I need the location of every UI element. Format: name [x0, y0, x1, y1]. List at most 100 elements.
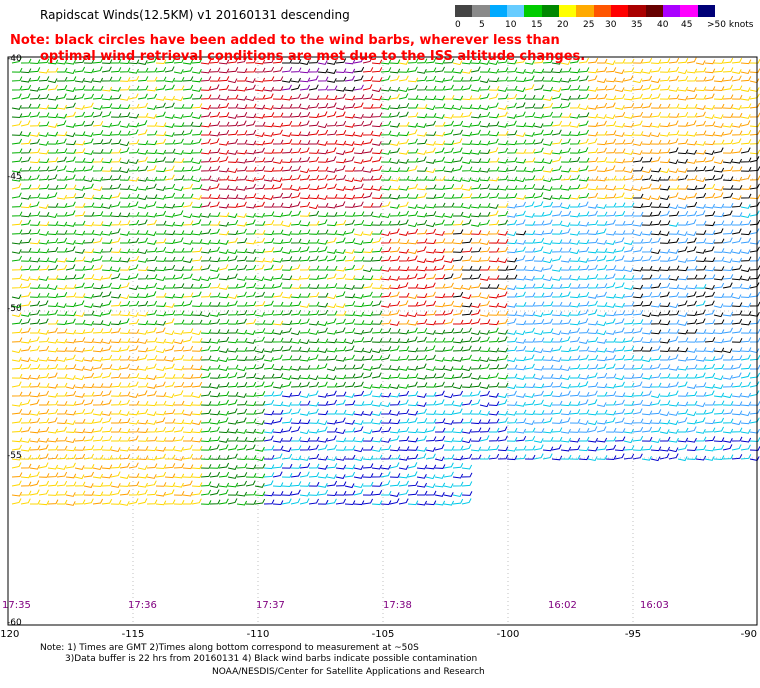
wind-barb — [623, 168, 634, 174]
wind-barb — [731, 427, 743, 433]
wind-barb — [290, 165, 301, 172]
wind-barb — [182, 76, 194, 82]
wind-barb — [119, 462, 130, 469]
wind-barb — [731, 444, 742, 451]
wind-barb — [344, 103, 356, 109]
wind-barb — [326, 480, 338, 487]
wind-barb — [371, 419, 383, 425]
wind-barb — [335, 86, 346, 92]
wind-barb — [686, 328, 698, 334]
wind-barb — [551, 93, 562, 100]
wind-barb — [749, 328, 760, 334]
wind-barb — [263, 247, 275, 253]
wind-barb — [749, 456, 760, 461]
wind-barb — [434, 399, 445, 406]
wind-barb — [227, 319, 239, 325]
wind-barb — [524, 148, 536, 154]
wind-barb — [749, 228, 760, 235]
wind-barb — [686, 426, 697, 433]
wind-barb — [209, 120, 221, 127]
wind-barb — [317, 283, 329, 289]
wind-barb — [551, 239, 563, 245]
wind-barb — [380, 319, 392, 325]
wind-barb — [749, 112, 760, 118]
wind-barb — [263, 264, 274, 271]
wind-barb — [398, 60, 409, 65]
wind-barb — [677, 373, 689, 379]
wind-barb — [245, 310, 257, 316]
wind-barb — [677, 184, 689, 190]
wind-barb — [317, 483, 328, 488]
wind-barb — [173, 400, 185, 406]
wind-barb — [461, 354, 472, 361]
wind-barb — [497, 310, 509, 316]
wind-barb — [119, 382, 131, 388]
wind-barb — [344, 249, 355, 254]
wind-barb — [425, 273, 437, 280]
wind-barb — [371, 300, 382, 307]
wind-barb — [236, 318, 247, 325]
wind-barb — [749, 239, 760, 245]
wind-barb — [731, 401, 743, 407]
wind-barb — [578, 275, 590, 280]
wind-barb — [524, 230, 536, 236]
wind-barb — [614, 399, 625, 406]
wind-barb — [38, 276, 49, 281]
wind-barb — [416, 293, 428, 298]
wind-barb — [407, 138, 418, 145]
wind-barb — [200, 104, 212, 110]
wind-barb — [677, 204, 688, 209]
wind-barb — [272, 246, 284, 253]
wind-barb — [434, 329, 446, 335]
wind-barb — [110, 373, 122, 379]
wind-barb — [416, 156, 427, 163]
wind-barb — [281, 148, 293, 154]
wind-barb — [164, 274, 176, 280]
wind-barb — [326, 230, 338, 235]
wind-barb — [632, 58, 644, 64]
wind-barb — [236, 139, 248, 145]
wind-barb — [29, 229, 41, 235]
wind-barb — [182, 273, 193, 280]
wind-barb — [290, 67, 302, 73]
wind-barb — [20, 229, 32, 235]
wind-barb — [380, 437, 391, 443]
wind-barb — [560, 291, 571, 298]
wind-barb — [659, 148, 671, 154]
wind-barb — [461, 219, 472, 226]
wind-barb — [227, 474, 238, 479]
wind-barb — [56, 499, 68, 505]
wind-barb — [353, 84, 364, 91]
wind-barb — [299, 201, 311, 208]
wind-barb — [290, 498, 301, 505]
wind-barb — [596, 239, 607, 245]
wind-barb — [209, 201, 220, 208]
wind-barb — [479, 427, 491, 433]
wind-barb — [137, 274, 149, 280]
wind-barb — [236, 130, 248, 136]
wind-barb — [191, 437, 203, 443]
wind-barb — [281, 491, 293, 496]
wind-barb — [443, 318, 454, 325]
wind-barb — [731, 318, 743, 325]
wind-barb — [587, 192, 599, 199]
wind-barb — [182, 319, 194, 325]
wind-barb — [29, 318, 41, 325]
wind-barb — [155, 59, 167, 65]
wind-barb — [146, 320, 158, 326]
wind-barb — [713, 354, 724, 361]
wind-barb — [560, 401, 572, 407]
wind-barb — [29, 471, 40, 478]
wind-barb — [614, 364, 626, 370]
wind-barb — [650, 84, 661, 91]
wind-barb — [200, 86, 212, 91]
wind-barb — [416, 192, 427, 199]
wind-barb — [83, 68, 95, 74]
footer-note-2: 3)Data buffer is 22 hrs from 20160131 4)… — [65, 654, 478, 664]
wind-barb — [470, 336, 481, 343]
wind-barb — [452, 165, 463, 172]
wind-barb — [425, 453, 436, 460]
wind-barb — [218, 498, 229, 505]
wind-barb — [380, 445, 392, 451]
wind-barb — [452, 291, 464, 298]
